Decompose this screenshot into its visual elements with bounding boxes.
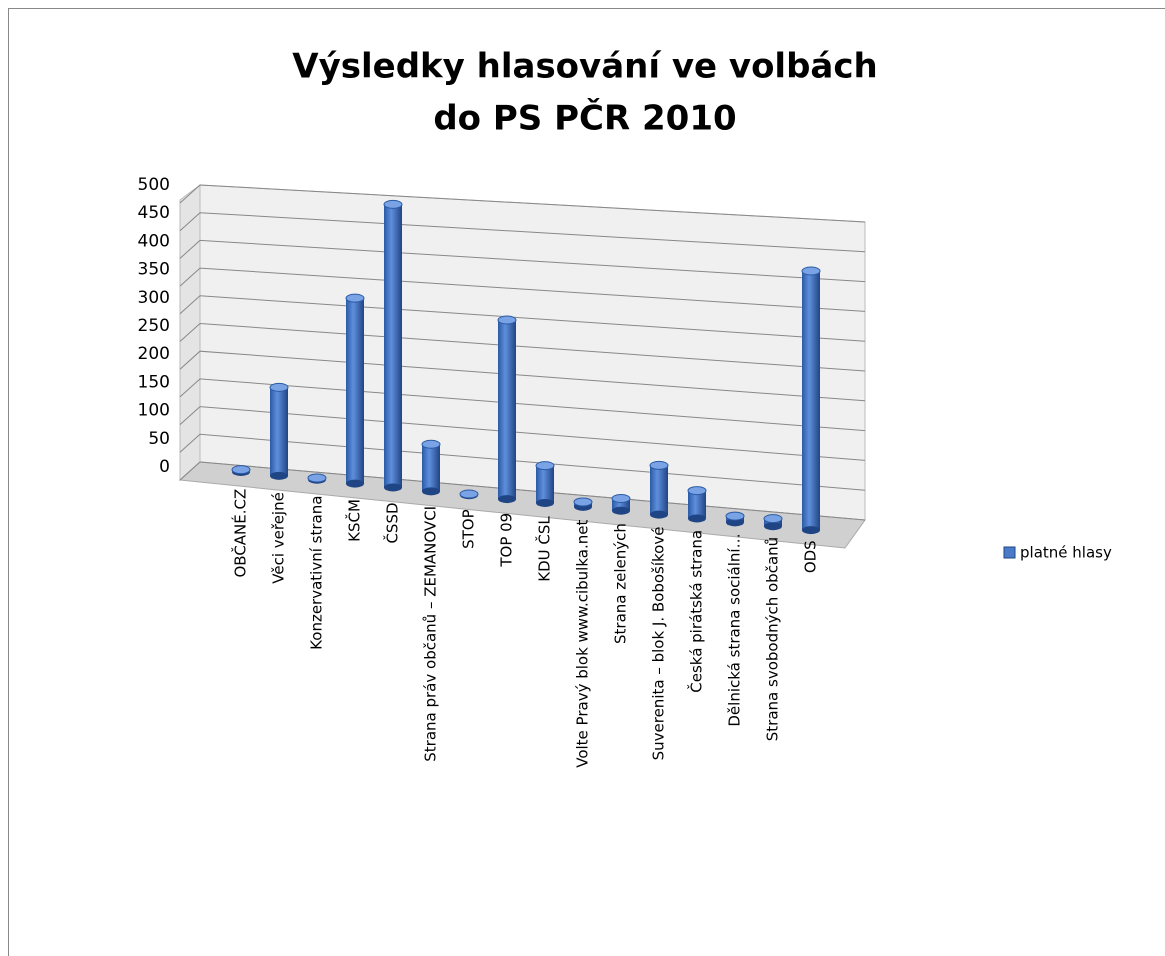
- x-tick-label: Strana zelených: [612, 523, 630, 644]
- y-tick-label: 150: [138, 372, 170, 392]
- back-wall: [199, 184, 866, 521]
- y-tick-label: 450: [138, 203, 170, 223]
- grid-line: [179, 184, 866, 223]
- bar: [422, 444, 440, 492]
- bar-top: [231, 465, 251, 475]
- x-tick-label: TOP 09: [498, 513, 516, 568]
- x-tick-label: STOP: [460, 509, 478, 549]
- bar-top: [269, 382, 289, 392]
- y-tick-label: 500: [138, 175, 170, 195]
- x-tick-label: Dělnická strana sociální…: [726, 533, 744, 726]
- x-tick-label: KSČM: [345, 499, 364, 542]
- grid-line: [179, 378, 866, 432]
- x-tick-label: Česká pirátská strana: [687, 530, 706, 693]
- bar-top: [687, 486, 707, 496]
- grid-line: [179, 350, 866, 402]
- bar: [384, 204, 402, 488]
- bar-base: [536, 498, 554, 507]
- y-tick-label: 50: [148, 429, 170, 449]
- bar: [802, 271, 820, 531]
- bar-top: [535, 461, 555, 471]
- x-tick-label: Konzervativní strana: [308, 496, 326, 650]
- y-tick-label: 0: [159, 457, 170, 477]
- grid-line: [179, 212, 866, 253]
- bar-top: [573, 497, 593, 507]
- legend-label: platné hlasy: [1020, 544, 1112, 562]
- bar: [536, 465, 554, 503]
- bar-base: [688, 514, 706, 523]
- chart-title: Výsledky hlasování ve volbách: [292, 47, 877, 87]
- grid-line: [179, 239, 866, 283]
- bar-base: [384, 483, 402, 492]
- x-tick-label: Strana svobodných občanů: [764, 537, 782, 741]
- bar-base: [726, 518, 744, 527]
- grid-line: [179, 406, 866, 461]
- x-tick-label: OBČANÉ.CZ: [231, 489, 250, 578]
- bar-base: [612, 506, 630, 515]
- bar-base: [422, 487, 440, 496]
- bar-base: [802, 526, 820, 535]
- bar: [498, 320, 516, 500]
- bar-top: [763, 514, 783, 524]
- bar: [270, 387, 288, 476]
- bar-top: [307, 473, 327, 483]
- x-tick-label: KDU ČSL: [535, 516, 554, 582]
- x-tick-label: Věci veřejné: [270, 492, 288, 584]
- bar-base: [270, 471, 288, 480]
- bar-top: [725, 511, 745, 521]
- frame: [8, 8, 1165, 956]
- x-tick-label: Volte Pravý blok www.cibulka.net: [574, 520, 592, 768]
- y-tick-label: 400: [138, 231, 170, 251]
- bar-base: [650, 510, 668, 519]
- bar-base: [764, 522, 782, 531]
- bar-top: [345, 293, 365, 303]
- grid-line: [179, 267, 866, 312]
- x-tick-label: Suverenita – blok J. Bobošíkové: [650, 527, 668, 761]
- y-tick-label: 200: [138, 344, 170, 364]
- y-tick-label: 350: [138, 260, 170, 280]
- grid-line: [179, 322, 866, 372]
- bar: [346, 298, 364, 484]
- bar-base: [498, 495, 516, 504]
- bar-top: [801, 266, 821, 276]
- bar-top: [383, 199, 403, 209]
- bar-top: [421, 439, 441, 449]
- grid-line: [179, 295, 866, 342]
- bar-top: [611, 493, 631, 503]
- bar-top: [497, 315, 517, 325]
- legend-swatch: [1003, 546, 1016, 559]
- y-tick-label: 100: [138, 401, 170, 421]
- grid-line: [179, 461, 866, 521]
- x-tick-label: Strana práv občanů – ZEMANOVCI: [422, 506, 440, 762]
- x-tick-label: ODS: [802, 540, 820, 573]
- chart-subtitle: do PS PČR 2010: [433, 98, 736, 139]
- y-tick-label: 250: [138, 316, 170, 336]
- bar: [650, 465, 668, 515]
- x-tick-label: ČSSD: [383, 502, 402, 543]
- bar-top: [649, 460, 669, 470]
- y-tick-label: 300: [138, 288, 170, 308]
- bar-top: [459, 489, 479, 499]
- bar-base: [346, 479, 364, 488]
- grid-line: [179, 433, 866, 491]
- bar: [688, 490, 706, 519]
